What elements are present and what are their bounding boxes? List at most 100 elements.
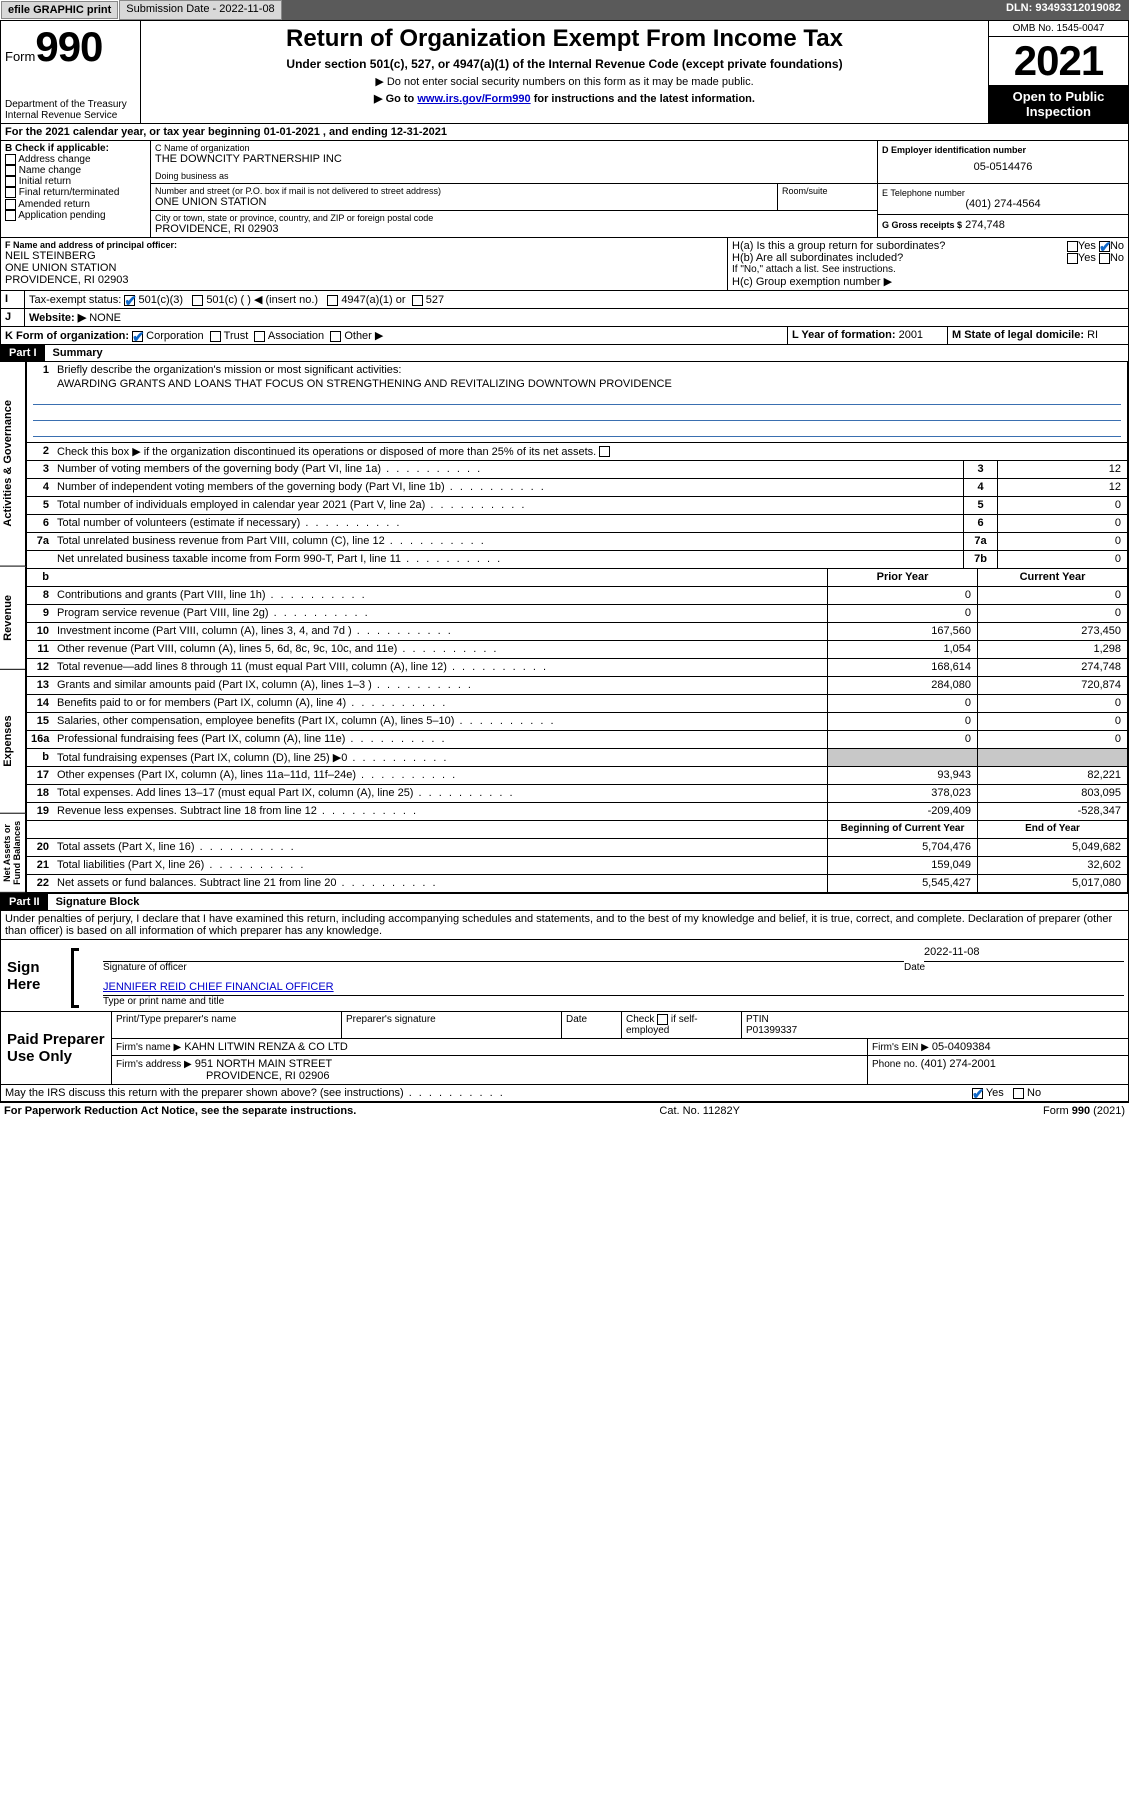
form-number: 990 — [35, 23, 102, 70]
cb-amended-return[interactable] — [5, 199, 16, 210]
row-text: Revenue less expenses. Subtract line 18 … — [53, 803, 827, 820]
row-box: 4 — [963, 479, 997, 496]
cb-corp[interactable] — [132, 331, 143, 342]
c-city-value: PROVIDENCE, RI 02903 — [155, 223, 873, 235]
row-current: 5,017,080 — [977, 875, 1127, 892]
form-word: Form — [5, 49, 35, 64]
klm-row: K Form of organization: Corporation Trus… — [0, 327, 1129, 345]
row-current: 720,874 — [977, 677, 1127, 694]
cb-4947[interactable] — [327, 295, 338, 306]
cb-self-employed[interactable] — [657, 1014, 668, 1025]
opt-trust: Trust — [224, 330, 249, 342]
footer-right: Form 990 (2021) — [1043, 1105, 1125, 1117]
prep-c2: Preparer's signature — [342, 1012, 562, 1038]
cb-501c3[interactable] — [124, 295, 135, 306]
cb-501c[interactable] — [192, 295, 203, 306]
prep-c5: PTIN P01399337 — [742, 1012, 1128, 1038]
vlabel-netassets: Net Assets or Fund Balances — [0, 814, 26, 893]
cb-address-change[interactable] — [5, 154, 16, 165]
bcdeg-row: B Check if applicable: Address change Na… — [0, 141, 1129, 238]
cb-final-return[interactable] — [5, 187, 16, 198]
cb-may-yes[interactable] — [972, 1088, 983, 1099]
row-value: 0 — [997, 533, 1127, 550]
row-text: Number of voting members of the governin… — [53, 461, 963, 478]
sign-here-label: Sign Here — [1, 940, 71, 1011]
table-row: 19 Revenue less expenses. Subtract line … — [27, 803, 1128, 821]
table-row: 17 Other expenses (Part IX, column (A), … — [27, 767, 1128, 785]
row-current: 0 — [977, 587, 1127, 604]
efile-print-button[interactable]: efile GRAPHIC print — [1, 1, 118, 19]
table-row: 5 Total number of individuals employed i… — [27, 497, 1128, 515]
prep-check-label: Check — [626, 1014, 654, 1025]
table-row: b Total fundraising expenses (Part IX, c… — [27, 749, 1128, 767]
j-row: J Website: ▶ NONE — [0, 309, 1129, 327]
may-dots — [404, 1087, 505, 1099]
firm-name-label: Firm's name ▶ — [116, 1042, 181, 1053]
row-prior: 5,704,476 — [827, 839, 977, 856]
prep-c4: Check if self-employed — [622, 1012, 742, 1038]
cb-527[interactable] — [412, 295, 423, 306]
officer-name-link[interactable]: JENNIFER REID CHIEF FINANCIAL OFFICER — [103, 981, 334, 993]
cb-application-pending[interactable] — [5, 210, 16, 221]
hb-note: If "No," attach a list. See instructions… — [732, 264, 1124, 275]
row-value: 12 — [997, 479, 1127, 496]
row-current: 32,602 — [977, 857, 1127, 874]
submission-date: Submission Date - 2022-11-08 — [119, 0, 281, 20]
row-num: 4 — [27, 479, 53, 496]
row-num: 21 — [27, 857, 53, 874]
opt-name-change: Name change — [19, 165, 81, 176]
penalty-text: Under penalties of perjury, I declare th… — [0, 911, 1129, 940]
part2-badge: Part II — [1, 894, 48, 910]
row-text: Total fundraising expenses (Part IX, col… — [53, 749, 827, 766]
cb-other[interactable] — [330, 331, 341, 342]
row-prior: 0 — [827, 605, 977, 622]
sign-bracket — [71, 940, 79, 1011]
cb-trust[interactable] — [210, 331, 221, 342]
row-prior — [827, 749, 977, 766]
table-row: 18 Total expenses. Add lines 13–17 (must… — [27, 785, 1128, 803]
goto-post: for instructions and the latest informat… — [531, 93, 755, 105]
cb-hb-yes[interactable] — [1067, 253, 1078, 264]
row-prior: 0 — [827, 695, 977, 712]
irs-label: Internal Revenue Service — [5, 110, 136, 121]
section-c: C Name of organization THE DOWNCITY PART… — [151, 141, 878, 237]
c-room-label: Room/suite — [782, 186, 873, 196]
line-a: For the 2021 calendar year, or tax year … — [0, 124, 1129, 141]
signature-line[interactable] — [103, 944, 904, 962]
expense-rows: 13 Grants and similar amounts paid (Part… — [27, 677, 1128, 821]
sign-date-value: 2022-11-08 — [924, 944, 1124, 962]
goto-pre: ▶ Go to — [374, 93, 417, 105]
irs-link[interactable]: www.irs.gov/Form990 — [417, 93, 530, 105]
cb-assoc[interactable] — [254, 331, 265, 342]
b-label: B Check if applicable: — [5, 143, 146, 154]
cb-line2[interactable] — [599, 446, 610, 457]
revenue-rows: 8 Contributions and grants (Part VIII, l… — [27, 587, 1128, 677]
vlabel-expenses: Expenses — [0, 669, 26, 814]
table-row: 7a Total unrelated business revenue from… — [27, 533, 1128, 551]
opt-amended-return: Amended return — [18, 199, 90, 210]
cb-name-change[interactable] — [5, 165, 16, 176]
cb-initial-return[interactable] — [5, 176, 16, 187]
cb-ha-no[interactable] — [1099, 241, 1110, 252]
firm-ein-cell: Firm's EIN ▶ 05-0409384 — [868, 1039, 1128, 1055]
row-text: Total number of volunteers (estimate if … — [53, 515, 963, 532]
j-label: Website: ▶ — [29, 312, 86, 324]
cb-hb-no[interactable] — [1099, 253, 1110, 264]
part1-body: Activities & Governance Revenue Expenses… — [0, 362, 1129, 894]
l1-value: AWARDING GRANTS AND LOANS THAT FOCUS ON … — [27, 378, 1127, 390]
row-current: 5,049,682 — [977, 839, 1127, 856]
row-num: 15 — [27, 713, 53, 730]
header-left: Form990 Department of the Treasury Inter… — [1, 21, 141, 123]
cb-may-no[interactable] — [1013, 1088, 1024, 1099]
dept-treasury: Department of the Treasury — [5, 99, 136, 110]
l2-num: 2 — [27, 443, 53, 460]
c-name-label: C Name of organization — [155, 143, 873, 153]
table-row: 3 Number of voting members of the govern… — [27, 461, 1128, 479]
preparer-label: Paid Preparer Use Only — [1, 1012, 111, 1084]
cb-ha-yes[interactable] — [1067, 241, 1078, 252]
ptin-value: P01399337 — [746, 1025, 1124, 1036]
line2: 2 Check this box ▶ if the organization d… — [27, 443, 1128, 461]
hb-yes: Yes — [1078, 252, 1096, 264]
table-row: 4 Number of independent voting members o… — [27, 479, 1128, 497]
k-content: K Form of organization: Corporation Trus… — [1, 327, 788, 344]
